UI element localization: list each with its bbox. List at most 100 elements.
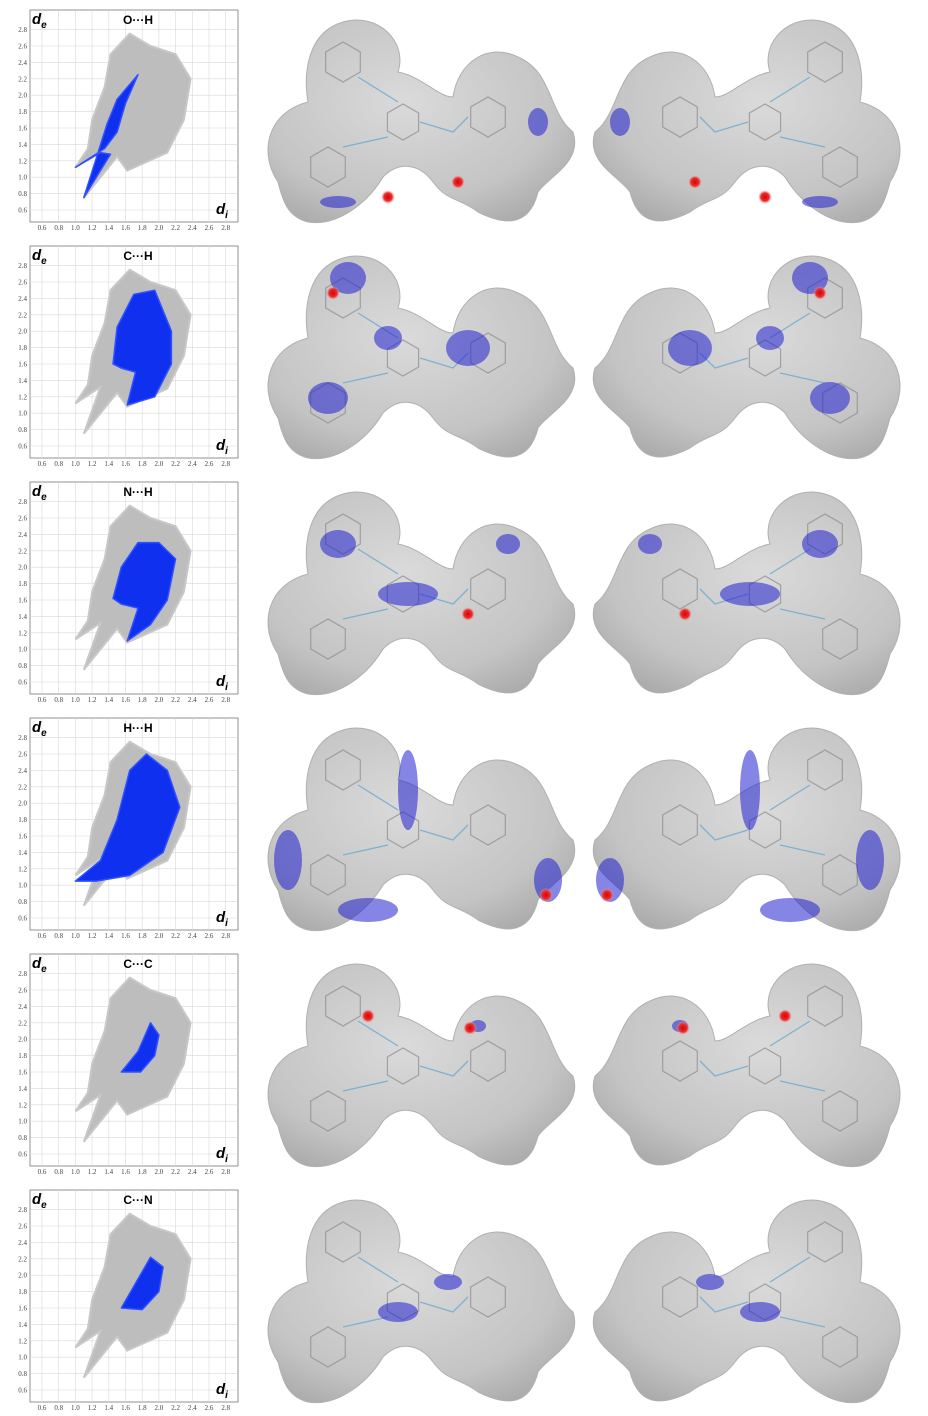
x-tick-label: 1.6 <box>121 932 130 940</box>
bond <box>699 784 826 856</box>
y-tick-label: 2.2 <box>18 311 27 319</box>
contact-patch <box>330 262 366 294</box>
contact-patch <box>756 326 784 350</box>
fingerprint-contact <box>120 1256 164 1311</box>
y-tick-label: 2.2 <box>18 1255 27 1263</box>
surface-view <box>267 963 576 1168</box>
x-tick-label: 1.0 <box>71 1404 80 1412</box>
hirshfeld-surface <box>592 255 901 460</box>
x-tick-label: 1.4 <box>104 932 113 940</box>
close-contact <box>688 175 702 189</box>
bond <box>310 146 346 188</box>
panel: 0.6 0.6 0.8 0.8 1.0 1.0 1.2 1.2 1.4 1.4 1.6 1.6 1.8 1… <box>18 953 901 1176</box>
bond <box>342 784 469 856</box>
x-tick-label: 0.8 <box>54 932 63 940</box>
x-tick-label: 2.8 <box>221 460 230 468</box>
y-tick-label: 1.8 <box>18 580 27 588</box>
bond <box>699 1020 826 1092</box>
y-tick-label: 0.8 <box>18 1370 27 1378</box>
surface-view <box>267 1199 576 1404</box>
x-axis-symbol: d <box>216 1381 226 1398</box>
x-axis-symbol: d <box>216 201 226 218</box>
hirshfeld-surface <box>267 727 576 932</box>
y-axis-symbol: d <box>32 1191 42 1208</box>
bond <box>310 854 346 896</box>
contact-patch <box>740 1302 780 1322</box>
close-contact <box>600 888 614 902</box>
x-tick-label: 1.6 <box>121 696 130 704</box>
x-tick-label: 2.8 <box>221 696 230 704</box>
contact-patch <box>696 1274 724 1290</box>
y-tick-label: 2.8 <box>18 262 27 270</box>
bond <box>386 103 420 141</box>
x-tick-label: 1.4 <box>104 460 113 468</box>
y-tick-label: 2.0 <box>18 1272 27 1280</box>
y-tick-label: 1.2 <box>18 157 27 165</box>
bond <box>470 1040 506 1082</box>
x-tick-label: 0.8 <box>54 224 63 232</box>
close-contact <box>361 1009 375 1023</box>
surface-view <box>592 491 901 696</box>
x-axis-label: di <box>216 1145 228 1165</box>
y-tick-label: 1.0 <box>18 174 27 182</box>
x-tick-label: 2.2 <box>171 932 180 940</box>
x-tick-label: 2.0 <box>155 1168 164 1176</box>
bond <box>310 1326 346 1368</box>
contact-label: O···H <box>123 13 153 27</box>
y-tick-label: 1.6 <box>18 833 27 841</box>
bond <box>325 985 361 1027</box>
y-tick-label: 2.6 <box>18 43 27 51</box>
contact-patch <box>802 196 838 208</box>
y-axis-label: de <box>32 483 47 503</box>
hirshfeld-surface <box>592 19 901 224</box>
contact-label: C···N <box>123 1193 152 1207</box>
y-tick-label: 1.0 <box>18 882 27 890</box>
bond <box>470 568 506 610</box>
bond <box>748 339 782 377</box>
surface-view <box>592 1199 901 1404</box>
y-axis-subscript: e <box>41 20 47 31</box>
y-tick-label: 1.6 <box>18 361 27 369</box>
close-contact <box>676 1021 690 1035</box>
x-tick-label: 2.4 <box>188 1404 197 1412</box>
x-tick-label: 1.0 <box>71 932 80 940</box>
fingerprint-contact <box>112 289 173 406</box>
bond <box>699 1256 826 1328</box>
x-tick-label: 1.2 <box>88 460 97 468</box>
x-tick-label: 2.0 <box>155 1404 164 1412</box>
hirshfeld-surface <box>592 1199 901 1404</box>
y-tick-label: 1.2 <box>18 1337 27 1345</box>
y-tick-label: 2.0 <box>18 1036 27 1044</box>
y-axis-symbol: d <box>32 955 42 972</box>
bond <box>386 1047 420 1085</box>
contact-patch <box>810 382 850 414</box>
x-axis-subscript: i <box>225 210 228 221</box>
x-tick-label: 2.8 <box>221 932 230 940</box>
y-tick-label: 2.6 <box>18 515 27 523</box>
y-axis-subscript: e <box>41 492 47 503</box>
hirshfeld-surface <box>267 1199 576 1404</box>
y-tick-label: 1.0 <box>18 410 27 418</box>
y-axis-label: de <box>32 1191 47 1211</box>
x-axis-label: di <box>216 437 228 457</box>
x-axis-symbol: d <box>216 909 226 926</box>
y-tick-label: 1.0 <box>18 646 27 654</box>
contact-patch <box>378 1302 418 1322</box>
bond <box>470 1276 506 1318</box>
bond <box>310 618 346 660</box>
x-tick-label: 1.4 <box>104 224 113 232</box>
contact-patch <box>720 582 780 606</box>
bond <box>342 76 469 148</box>
x-tick-label: 0.6 <box>38 1168 47 1176</box>
contact-patch <box>496 534 520 554</box>
contact-patch <box>320 530 356 558</box>
contact-label: C···C <box>123 957 153 971</box>
y-axis-symbol: d <box>32 483 42 500</box>
x-tick-label: 0.8 <box>54 1404 63 1412</box>
close-contact <box>539 888 553 902</box>
surface-view <box>267 19 576 224</box>
x-tick-label: 1.6 <box>121 224 130 232</box>
x-tick-label: 2.8 <box>221 224 230 232</box>
